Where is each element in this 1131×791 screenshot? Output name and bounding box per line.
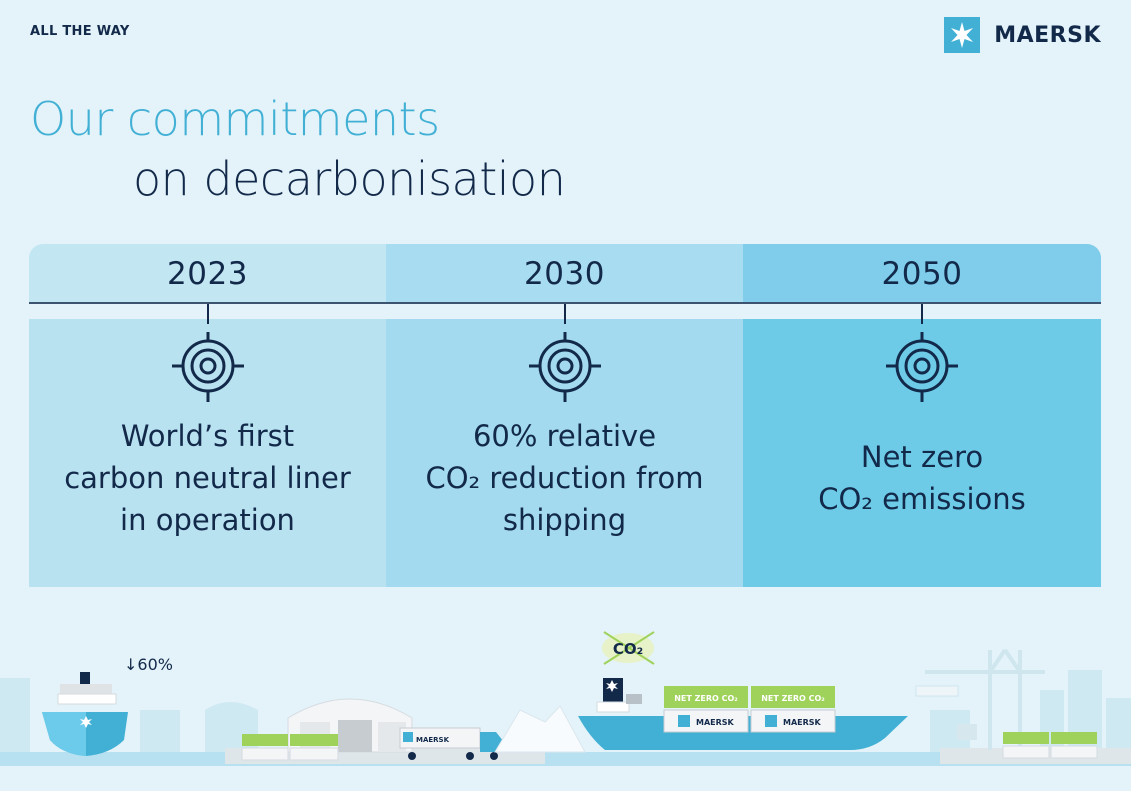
milestone-text-line: CO₂ emissions xyxy=(818,482,1026,516)
milestone-text-line: in operation xyxy=(120,503,295,537)
target-icon xyxy=(884,326,960,406)
ship-reduction-label: ↓60% xyxy=(124,655,173,674)
milestone-2050: 2050 Net zero CO₂ emissions xyxy=(743,244,1101,587)
milestone-text-line: 60% relative xyxy=(472,419,657,453)
container-brand: MAERSK xyxy=(783,718,822,727)
year-band: 2023 xyxy=(29,244,386,304)
ship-icon xyxy=(42,672,128,756)
iceberg xyxy=(494,705,586,753)
year-band: 2030 xyxy=(386,244,743,304)
cargo-containers xyxy=(1002,732,1098,759)
milestone-text: World’s first carbon neutral liner in op… xyxy=(29,415,386,541)
co2-crossed-icon: CO₂ xyxy=(602,631,655,665)
commitments-timeline: 2023 World’s first carbon neutral liner … xyxy=(29,244,1101,587)
truck-icon: MAERSK xyxy=(399,727,504,760)
logistics-illustration: ↓60% MAERSK CO₂ xyxy=(0,631,1131,766)
milestone-year: 2023 xyxy=(167,256,248,292)
truck-brand: MAERSK xyxy=(416,736,450,744)
brand-name: MAERSK xyxy=(994,22,1101,48)
milestone-year: 2030 xyxy=(524,256,605,292)
milestone-body xyxy=(743,319,1101,587)
year-band: 2050 xyxy=(743,244,1101,304)
ship-containers: NET ZERO CO₂ NET ZERO CO₂ MAERSK MAERSK xyxy=(663,686,836,733)
container-brand: MAERSK xyxy=(696,718,735,727)
milestone-2023: 2023 World’s first carbon neutral liner … xyxy=(29,244,386,587)
milestone-text-line: carbon neutral liner xyxy=(64,461,351,495)
milestone-text-line: shipping xyxy=(502,503,627,537)
milestone-body xyxy=(29,319,386,587)
container-label: NET ZERO CO₂ xyxy=(674,694,738,703)
milestone-body xyxy=(386,319,743,587)
milestone-text-line: Net zero xyxy=(860,440,984,474)
milestone-text-line: CO₂ reduction from xyxy=(425,461,704,495)
co2-badge-label: CO₂ xyxy=(613,640,643,658)
milestone-text-line: World’s first xyxy=(120,419,295,453)
page-title-line-1: Our commitments xyxy=(30,92,440,146)
container-label: NET ZERO CO₂ xyxy=(761,694,825,703)
star-icon xyxy=(944,17,981,53)
tagline: ALL THE WAY xyxy=(30,24,130,39)
maersk-logo[interactable]: MAERSK xyxy=(944,17,1101,53)
milestone-text: 60% relative CO₂ reduction from shipping xyxy=(386,415,743,541)
milestone-year: 2050 xyxy=(881,256,963,292)
milestone-2030: 2030 60% relative CO₂ reduction from shi… xyxy=(386,244,743,587)
milestone-text: Net zero CO₂ emissions xyxy=(743,436,1101,520)
target-icon xyxy=(527,326,603,406)
cargo-containers xyxy=(241,734,339,761)
page-title-line-2: on decarbonisation xyxy=(133,152,566,206)
target-icon xyxy=(170,326,246,406)
